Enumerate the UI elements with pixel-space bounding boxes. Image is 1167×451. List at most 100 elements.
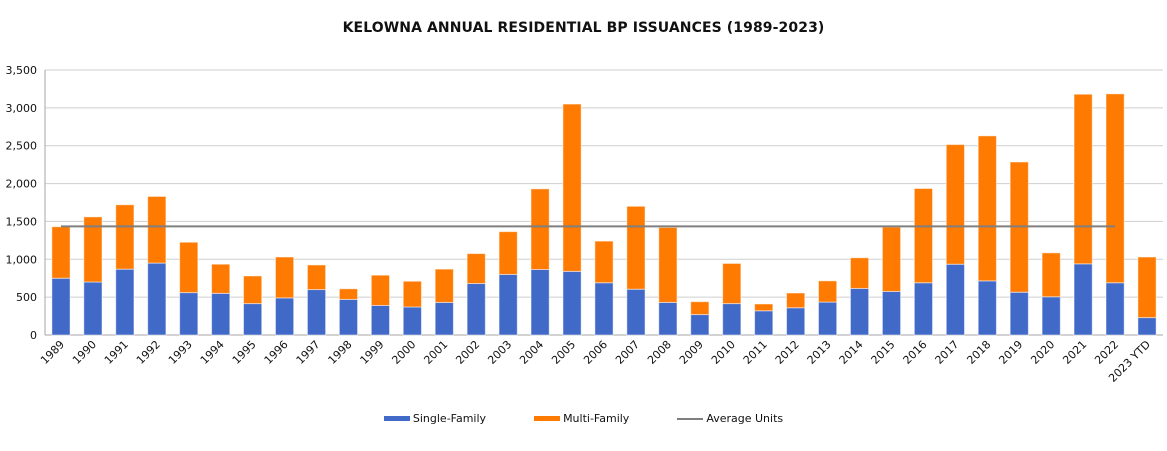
y-tick-label: 3,500 — [6, 64, 38, 77]
y-tick-label: 1,500 — [6, 215, 38, 228]
bar-multi-family-2001 — [434, 268, 454, 303]
legend-item-multi-family[interactable]: Multi-Family — [534, 412, 629, 425]
bar-single-family-2017 — [945, 263, 965, 336]
x-tick-label: 2020 — [1028, 338, 1057, 367]
x-tick-label: 1992 — [134, 338, 163, 367]
bar-single-family-2022 — [1105, 282, 1125, 336]
bar-single-family-2003 — [498, 273, 518, 336]
y-axis-ticks: 0 500 1,000 1,500 2,000 2,500 3,000 3,500 — [6, 64, 38, 342]
x-tick-label: 2000 — [389, 338, 418, 367]
chart-title: KELOWNA ANNUAL RESIDENTIAL BP ISSUANCES … — [342, 20, 825, 36]
bar-multi-family-2017 — [945, 144, 965, 265]
legend-item-average-units[interactable]: Average Units — [677, 412, 783, 425]
bar-single-family-1998 — [338, 298, 359, 336]
x-tick-label: 1990 — [70, 338, 99, 367]
bar-single-family-2005 — [562, 270, 582, 336]
x-tick-label: 1996 — [262, 338, 291, 367]
x-tick-label: 2016 — [901, 338, 930, 367]
bar-multi-family-2023-ytd — [1137, 256, 1157, 319]
x-tick-label: 2022 — [1092, 338, 1121, 367]
bar-multi-family-2022 — [1105, 93, 1125, 284]
bar-multi-family-2018 — [977, 135, 997, 282]
bar-single-family-2011 — [754, 310, 774, 336]
bar-multi-family-2012 — [786, 292, 806, 309]
bar-single-family-2016 — [913, 282, 934, 336]
x-tick-label: 2014 — [837, 338, 866, 367]
bar-multi-family-2015 — [881, 226, 902, 292]
bar-single-family-2012 — [786, 307, 806, 336]
bar-single-family-2023-ytd — [1137, 317, 1157, 336]
x-tick-label: 2009 — [677, 338, 706, 367]
bar-multi-family-1993 — [179, 241, 199, 294]
bar-single-family-2013 — [817, 301, 838, 336]
bar-multi-family-2003 — [498, 231, 518, 275]
x-tick-label: 2005 — [549, 338, 578, 367]
bar-multi-family-2004 — [530, 188, 550, 271]
x-tick-label: 2015 — [869, 338, 898, 367]
x-tick-label: 1997 — [294, 338, 323, 367]
x-tick-label: 2012 — [773, 338, 802, 367]
legend-label: Average Units — [706, 412, 784, 425]
bar-multi-family-2014 — [849, 257, 870, 289]
bar-multi-family-1991 — [115, 204, 135, 270]
bar-single-family-2004 — [530, 269, 550, 336]
bars — [51, 93, 1157, 336]
bar-single-family-2007 — [626, 288, 646, 336]
bar-single-family-1993 — [179, 292, 199, 336]
x-tick-label: 2021 — [1060, 338, 1089, 367]
bar-single-family-1999 — [370, 304, 391, 336]
bar-multi-family-2008 — [658, 226, 678, 303]
bar-multi-family-2005 — [562, 103, 582, 272]
bar-multi-family-2009 — [690, 301, 710, 316]
bar-multi-family-1996 — [274, 256, 295, 299]
bar-multi-family-2002 — [466, 253, 486, 285]
bar-multi-family-2007 — [626, 205, 646, 290]
bar-single-family-1997 — [306, 289, 327, 336]
bar-single-family-2010 — [722, 303, 742, 336]
bar-multi-family-1994 — [211, 263, 231, 294]
x-tick-label: 1999 — [358, 338, 387, 367]
bar-single-family-1991 — [115, 268, 135, 336]
x-tick-label: 2006 — [581, 338, 610, 367]
x-tick-label: 1989 — [38, 338, 67, 367]
legend-label: Single-Family — [412, 412, 487, 425]
bar-single-family-1992 — [147, 262, 167, 336]
bar-multi-family-1998 — [338, 288, 359, 300]
bar-multi-family-1997 — [306, 264, 327, 291]
bar-multi-family-2006 — [594, 240, 614, 284]
bar-multi-family-1995 — [243, 275, 263, 305]
y-tick-label: 2,000 — [6, 178, 38, 191]
bar-multi-family-2020 — [1041, 252, 1061, 298]
x-axis-ticks: 1989 1990 1991 1992 1993 1994 1995 1996 1997 1998… — [38, 338, 1153, 385]
legend-item-single-family[interactable]: Single-Family — [383, 412, 487, 425]
x-tick-label: 2017 — [933, 338, 962, 367]
legend-label: Multi-Family — [563, 412, 630, 425]
x-tick-label: 1994 — [198, 338, 227, 367]
x-tick-label: 2001 — [421, 338, 450, 367]
bar-multi-family-2021 — [1073, 93, 1093, 265]
bar-multi-family-2010 — [722, 262, 742, 305]
x-tick-label: 2010 — [709, 338, 738, 367]
bar-multi-family-2011 — [754, 303, 774, 312]
x-tick-label: 2011 — [741, 338, 770, 367]
legend-swatch-average-units — [677, 417, 704, 420]
bar-multi-family-2016 — [913, 187, 934, 284]
bar-single-family-2018 — [977, 280, 997, 336]
x-tick-label: 2019 — [996, 338, 1025, 367]
y-tick-label: 3,000 — [6, 102, 38, 115]
bar-single-family-1995 — [243, 303, 263, 336]
bar-single-family-2021 — [1073, 263, 1093, 336]
x-tick-label: 2004 — [517, 338, 546, 367]
x-tick-label: 2013 — [805, 338, 834, 367]
x-tick-label: 2003 — [485, 338, 514, 367]
bar-multi-family-1990 — [83, 216, 103, 283]
legend-swatch-single-family — [383, 416, 410, 421]
bar-single-family-1994 — [211, 292, 231, 336]
bar-single-family-2019 — [1009, 291, 1029, 336]
bar-single-family-2001 — [434, 301, 454, 336]
legend-swatch-multi-family — [534, 416, 561, 421]
x-tick-label: 2002 — [453, 338, 482, 367]
y-tick-label: 1,000 — [6, 253, 38, 266]
bar-single-family-2014 — [849, 287, 870, 336]
x-tick-label: 1993 — [166, 338, 195, 367]
